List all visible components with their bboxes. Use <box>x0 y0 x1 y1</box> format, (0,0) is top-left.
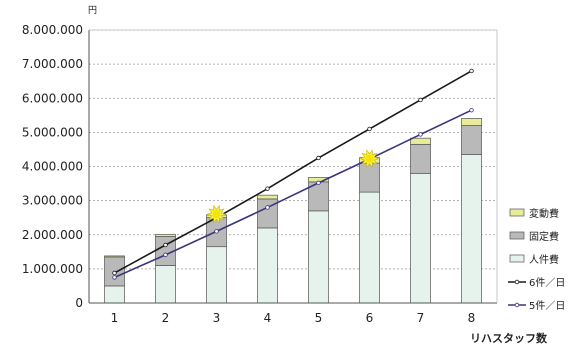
bar-segment <box>410 172 431 304</box>
x-tick-label: 8 <box>468 311 476 325</box>
bar-segment <box>155 234 176 237</box>
x-tick-label: 4 <box>264 311 272 325</box>
bar-segment <box>308 210 329 304</box>
legend-swatch <box>509 208 525 217</box>
y-tick-label: 6.000.000 <box>22 91 83 105</box>
bar-segment <box>461 118 482 126</box>
bar-segment <box>155 265 176 304</box>
y-tick-label: 7.000.000 <box>22 57 83 71</box>
y-tick-label: 8.000.000 <box>22 23 83 37</box>
x-tick-label: 2 <box>162 311 170 325</box>
line-point <box>316 180 321 186</box>
line-point <box>265 205 270 210</box>
series-line <box>114 109 472 279</box>
line-point <box>214 229 219 234</box>
legend-label: 6件／日 <box>529 277 565 289</box>
x-tick-label: 1 <box>111 311 119 325</box>
break-even-marker-core <box>365 154 374 163</box>
bar-segment <box>359 162 380 193</box>
bar-segment <box>410 137 431 145</box>
bar-segment <box>461 154 482 304</box>
bar-segment <box>257 227 278 304</box>
legend-swatch <box>509 231 525 240</box>
y-tick-label: 3.000.000 <box>22 194 83 208</box>
line-point <box>469 107 474 113</box>
series-line <box>114 70 472 274</box>
legend-label: 人件費 <box>529 253 559 266</box>
line-point <box>163 252 168 258</box>
legend-point <box>514 302 520 308</box>
bar-segment <box>104 255 125 258</box>
y-tick-label: 2.000.000 <box>22 228 83 242</box>
bar-segment <box>206 246 227 304</box>
line-point <box>112 275 117 280</box>
legend-point <box>514 279 520 285</box>
legend-label: 変動費 <box>529 207 559 220</box>
line-point <box>265 186 270 191</box>
y-tick-label: 4.000.000 <box>22 160 83 174</box>
y-tick-label: 5.000.000 <box>22 125 83 139</box>
x-tick-label: 6 <box>366 311 374 325</box>
y-tick-label: 1.000.000 <box>22 262 83 276</box>
line-point <box>418 132 423 137</box>
line-point <box>112 270 117 276</box>
bar-segment <box>359 191 380 304</box>
line-point <box>469 68 474 74</box>
break-even-marker-core <box>212 210 221 219</box>
legend-swatch <box>509 254 525 263</box>
bar-segment <box>461 125 482 155</box>
x-axis-label: リハスタッフ数 <box>470 331 548 345</box>
line-point <box>367 126 372 132</box>
x-tick-label: 5 <box>315 311 323 325</box>
legend-label: 固定費 <box>529 230 559 243</box>
legend-label: 5件／日 <box>529 300 565 312</box>
bar-segment <box>410 143 431 174</box>
line-point <box>418 97 423 103</box>
bar-segment <box>257 194 278 200</box>
x-tick-label: 3 <box>213 311 221 325</box>
line-point <box>163 242 168 248</box>
y-tick-label: 0 <box>75 296 83 310</box>
y-unit-label: 円 <box>88 5 97 16</box>
x-tick-label: 7 <box>417 311 425 325</box>
bar-segment <box>104 285 125 304</box>
line-point <box>316 155 321 161</box>
